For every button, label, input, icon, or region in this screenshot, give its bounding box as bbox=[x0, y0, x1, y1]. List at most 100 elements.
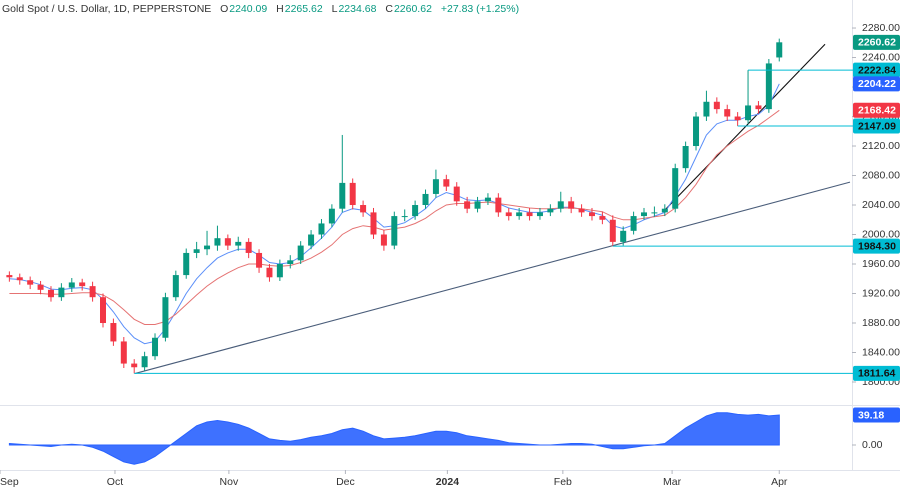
x-tick-label: Dec bbox=[336, 476, 355, 488]
candle-body bbox=[120, 341, 127, 364]
candle-body bbox=[328, 208, 335, 224]
candle-body bbox=[620, 230, 627, 242]
candle-body bbox=[183, 252, 190, 276]
candle-body bbox=[495, 197, 502, 213]
candle-body bbox=[776, 42, 783, 58]
price-label: 2260.62 bbox=[858, 37, 896, 49]
candle-body bbox=[79, 282, 86, 287]
symbol-title: Gold Spot / U.S. Dollar, 1D, PEPPERSTONE bbox=[2, 3, 212, 15]
ohlc-key: O bbox=[220, 3, 229, 15]
candle-body bbox=[516, 212, 523, 217]
y-tick-label: 2000.00 bbox=[862, 228, 900, 240]
candle-body bbox=[68, 282, 75, 288]
price-label-box bbox=[853, 407, 900, 423]
candle-body bbox=[360, 205, 367, 213]
candle-body bbox=[276, 264, 283, 278]
candle-body bbox=[58, 287, 65, 298]
ohlc-value: 2240.09 bbox=[229, 3, 268, 15]
candle-body bbox=[391, 216, 398, 246]
candle-body bbox=[422, 193, 429, 206]
candle-body bbox=[536, 212, 543, 217]
candle-body bbox=[256, 252, 263, 268]
x-tick-label: Oct bbox=[107, 476, 123, 488]
candle-body bbox=[297, 245, 304, 261]
candle-body bbox=[308, 234, 315, 246]
candle-body bbox=[526, 212, 533, 217]
candle-body bbox=[724, 109, 731, 117]
ohlc-value: 2234.68 bbox=[338, 3, 377, 15]
candle-body bbox=[599, 216, 606, 220]
candle-body bbox=[609, 219, 616, 242]
candle-body bbox=[755, 105, 762, 110]
price-label-box bbox=[853, 34, 900, 50]
candle-body bbox=[412, 205, 419, 217]
x-tick-label: Apr bbox=[771, 476, 788, 488]
candle-body bbox=[131, 363, 138, 368]
candle-body bbox=[464, 201, 471, 209]
price-label-box bbox=[853, 118, 900, 134]
price-label-box bbox=[853, 102, 900, 118]
candle-body bbox=[661, 208, 668, 213]
y-tick-label: 1880.00 bbox=[862, 317, 900, 329]
y-tick-label: 0.00 bbox=[862, 439, 883, 451]
candle-body bbox=[99, 297, 106, 324]
candle-body bbox=[401, 216, 408, 218]
x-tick-label: Feb bbox=[554, 476, 572, 488]
candle-body bbox=[172, 275, 179, 298]
ohlc-key: L bbox=[331, 3, 338, 15]
candle-body bbox=[651, 212, 658, 214]
candle-body bbox=[266, 267, 273, 278]
candle-body bbox=[474, 201, 481, 209]
candle-body bbox=[380, 234, 387, 246]
price-label-box bbox=[853, 238, 900, 254]
candle-body bbox=[224, 238, 231, 246]
y-tick-label: 2280.00 bbox=[862, 22, 900, 34]
trend-line bbox=[135, 181, 851, 374]
candle-body bbox=[505, 212, 512, 217]
change: +27.83 (+1.25%) bbox=[440, 3, 520, 15]
y-tick-label: 2240.00 bbox=[862, 51, 900, 63]
candle-body bbox=[152, 337, 159, 357]
price-label: 2147.09 bbox=[858, 120, 896, 132]
candle-body bbox=[141, 356, 148, 368]
price-label: 2222.84 bbox=[858, 64, 896, 76]
y-tick-label: 2040.00 bbox=[862, 199, 900, 211]
ohlc-value: 2265.62 bbox=[284, 3, 323, 15]
y-tick-label: 1960.00 bbox=[862, 258, 900, 270]
candle-body bbox=[557, 201, 564, 209]
candle-body bbox=[339, 182, 346, 209]
y-tick-label: 1920.00 bbox=[862, 287, 900, 299]
candle-body bbox=[568, 201, 575, 209]
candle-body bbox=[672, 168, 679, 209]
candle-body bbox=[453, 186, 460, 202]
candle-body bbox=[204, 245, 211, 250]
candle-body bbox=[47, 289, 54, 298]
price-label-box bbox=[853, 62, 900, 78]
ohlc-value: 2260.62 bbox=[393, 3, 432, 15]
price-label: 1984.30 bbox=[858, 240, 896, 252]
candle-body bbox=[578, 208, 585, 213]
x-tick-label: Nov bbox=[220, 476, 239, 488]
price-label: 2168.42 bbox=[858, 105, 896, 117]
candle-body bbox=[641, 212, 648, 217]
y-tick-label: 2080.00 bbox=[862, 169, 900, 181]
candle-body bbox=[37, 284, 44, 290]
ohlc-key: C bbox=[385, 3, 393, 15]
candle-body bbox=[765, 63, 772, 110]
header: Gold Spot / U.S. Dollar, 1D, PEPPERSTONE… bbox=[2, 3, 526, 15]
candle-body bbox=[349, 182, 356, 206]
ohlc-key: H bbox=[276, 3, 284, 15]
x-tick-label: 2024 bbox=[436, 476, 460, 488]
candle-body bbox=[235, 241, 242, 246]
candle-body bbox=[588, 212, 595, 217]
candle-body bbox=[745, 105, 752, 121]
candle-body bbox=[703, 101, 710, 117]
candle-body bbox=[318, 223, 325, 235]
candle-body bbox=[193, 249, 200, 253]
price-label: 2204.22 bbox=[858, 78, 896, 90]
candle-body bbox=[734, 116, 741, 121]
trend-line bbox=[664, 43, 826, 211]
x-tick-label: Mar bbox=[663, 476, 682, 488]
